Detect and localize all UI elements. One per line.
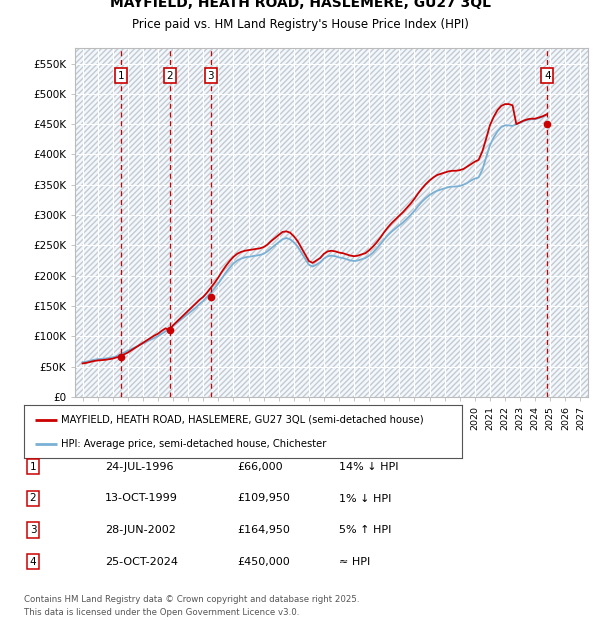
Text: 28-JUN-2002: 28-JUN-2002 (105, 525, 176, 535)
Text: 25-OCT-2024: 25-OCT-2024 (105, 557, 178, 567)
Text: 5% ↑ HPI: 5% ↑ HPI (339, 525, 391, 535)
Text: 13-OCT-1999: 13-OCT-1999 (105, 494, 178, 503)
Text: 4: 4 (544, 71, 551, 81)
Text: HPI: Average price, semi-detached house, Chichester: HPI: Average price, semi-detached house,… (61, 440, 326, 450)
Text: £66,000: £66,000 (237, 462, 283, 472)
Text: 2: 2 (29, 494, 37, 503)
Text: £164,950: £164,950 (237, 525, 290, 535)
Text: 4: 4 (29, 557, 37, 567)
Text: ≈ HPI: ≈ HPI (339, 557, 370, 567)
Text: Price paid vs. HM Land Registry's House Price Index (HPI): Price paid vs. HM Land Registry's House … (131, 18, 469, 31)
Text: 1: 1 (118, 71, 124, 81)
Text: 3: 3 (29, 525, 37, 535)
Text: £109,950: £109,950 (237, 494, 290, 503)
Text: Contains HM Land Registry data © Crown copyright and database right 2025.
This d: Contains HM Land Registry data © Crown c… (24, 595, 359, 617)
Text: 24-JUL-1996: 24-JUL-1996 (105, 462, 173, 472)
Text: MAYFIELD, HEATH ROAD, HASLEMERE, GU27 3QL (semi-detached house): MAYFIELD, HEATH ROAD, HASLEMERE, GU27 3Q… (61, 415, 424, 425)
Text: 1% ↓ HPI: 1% ↓ HPI (339, 494, 391, 503)
Text: 3: 3 (208, 71, 214, 81)
Text: 1: 1 (29, 462, 37, 472)
Text: MAYFIELD, HEATH ROAD, HASLEMERE, GU27 3QL: MAYFIELD, HEATH ROAD, HASLEMERE, GU27 3Q… (110, 0, 491, 10)
Text: 2: 2 (166, 71, 173, 81)
Text: 14% ↓ HPI: 14% ↓ HPI (339, 462, 398, 472)
Text: £450,000: £450,000 (237, 557, 290, 567)
